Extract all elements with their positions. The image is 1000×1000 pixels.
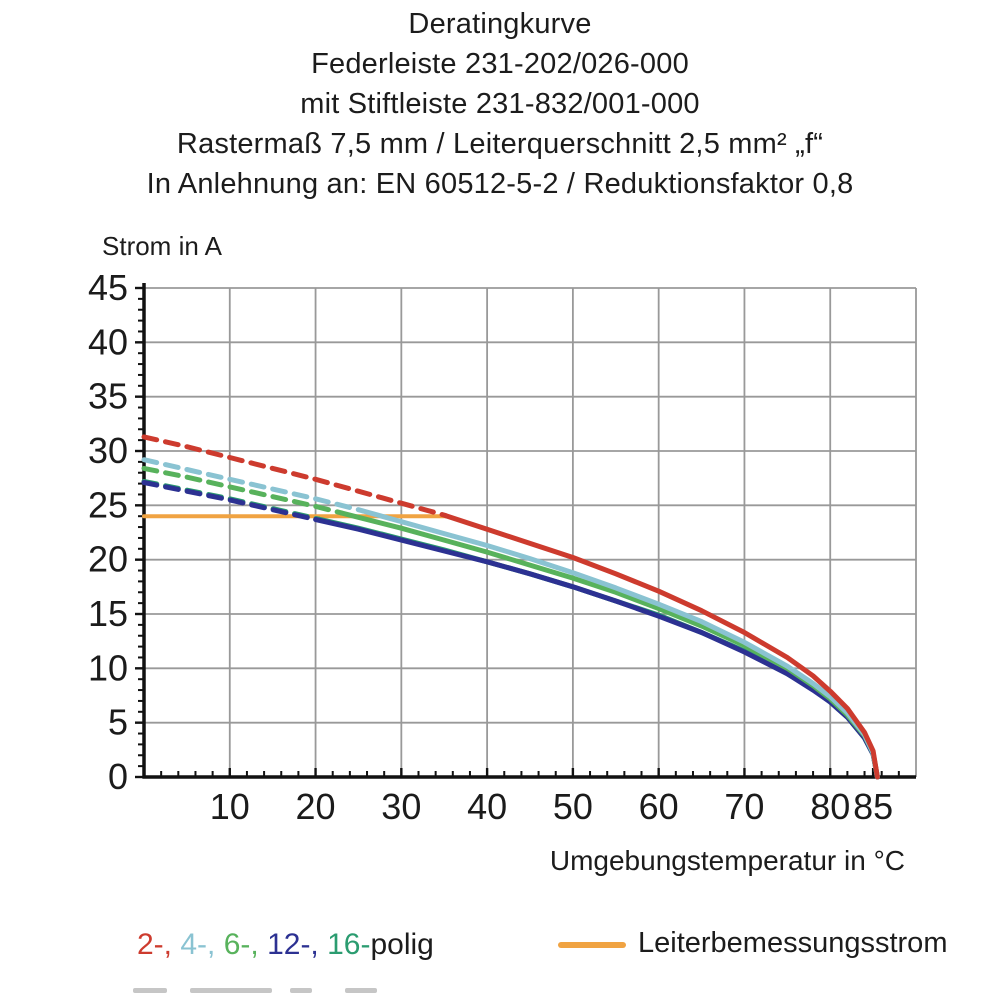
- x-tick-label: 85: [853, 786, 893, 827]
- curve-16-polig-solid: [316, 516, 880, 780]
- axes: [142, 283, 916, 779]
- legend-part: polig: [370, 928, 434, 961]
- y-tick-label: 35: [88, 376, 128, 417]
- cut-off-mark: [290, 988, 312, 993]
- legend-part: 16-: [318, 928, 371, 961]
- data-series: [141, 434, 880, 780]
- title-line-3: mit Stiftleiste 231-832/001-000: [300, 88, 700, 120]
- y-axis-title: Strom in A: [102, 231, 222, 261]
- rated-current-label: Leiterbemessungsstrom: [638, 927, 948, 959]
- legend-part: 4-,: [172, 928, 216, 961]
- tick-labels: 10 20 30 40 50 60 70 80 85 0 5 10 15 20 25 30 35 40 45: [88, 267, 893, 827]
- title-line-5: In Anlehnung an: EN 60512-5-2 / Reduktio…: [146, 168, 854, 200]
- legend-part: 2-,: [137, 928, 173, 961]
- curve-6-polig-dashed: [141, 465, 344, 516]
- x-tick-label: 80: [810, 786, 850, 827]
- y-tick-label: 25: [88, 484, 128, 525]
- x-tick-label: 60: [639, 786, 679, 827]
- y-tick-label: 5: [108, 702, 128, 743]
- y-tick-label: 30: [88, 430, 128, 471]
- y-tick-label: 0: [108, 756, 128, 797]
- legend-pole-counts: 2-, 4-, 6-, 12-, 16-polig: [137, 928, 434, 962]
- y-tick-label: 15: [88, 593, 128, 634]
- curve-4-polig-dashed: [141, 457, 366, 514]
- chart-title-block: Deratingkurve Federleiste 231-202/026-00…: [0, 4, 1000, 204]
- curve-2-polig-dashed: [141, 434, 449, 519]
- gridlines: [144, 287, 917, 777]
- curve-12-polig-solid: [313, 517, 880, 780]
- tick-marks: [135, 286, 900, 779]
- x-tick-label: 30: [381, 786, 421, 827]
- curve-2-polig-solid: [443, 513, 880, 780]
- curve-6-polig-solid: [338, 510, 880, 780]
- x-tick-label: 20: [296, 786, 336, 827]
- x-axis-title: Umgebungstemperatur in °C: [549, 845, 905, 876]
- legend-row: 2-, 4-, 6-, 12-, 16-polig Leiterbemessun…: [0, 920, 1000, 970]
- y-tick-label: 10: [88, 647, 128, 688]
- x-tick-label: 40: [467, 786, 507, 827]
- curve-12-polig-dashed: [141, 480, 319, 522]
- legend-part: 6-,: [215, 928, 259, 961]
- cut-off-mark: [133, 988, 167, 993]
- x-tick-label: 50: [553, 786, 593, 827]
- y-tick-label: 45: [88, 267, 128, 308]
- cut-off-mark: [190, 988, 272, 993]
- y-tick-label: 20: [88, 539, 128, 580]
- title-line-2: Federleiste 231-202/026-000: [311, 48, 689, 80]
- cut-off-mark: [345, 988, 377, 993]
- title-line-1: Deratingkurve: [408, 8, 592, 40]
- title-line-4: Rastermaß 7,5 mm / Leiterquerschnitt 2,5…: [176, 128, 824, 160]
- y-tick-label: 40: [88, 321, 128, 362]
- rated-current-line-swatch: [558, 942, 626, 948]
- x-tick-label: 70: [724, 786, 764, 827]
- legend-part: 12-,: [258, 928, 319, 961]
- cut-off-text-artifact: [0, 987, 420, 995]
- x-tick-label: 10: [210, 786, 250, 827]
